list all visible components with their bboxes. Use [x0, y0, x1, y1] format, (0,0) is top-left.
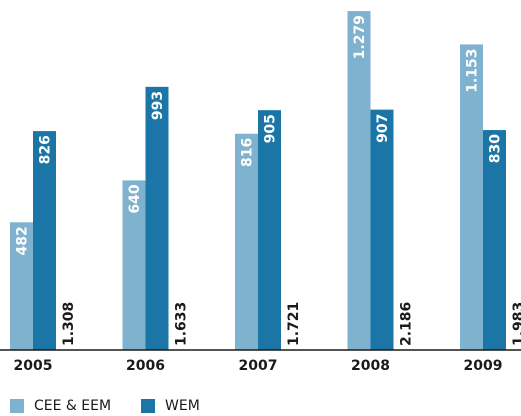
labels-group: 482 826 1.308 2005 640 993 1.633 2006 816 905 1.72…	[14, 15, 521, 374]
bar-wem-2006	[145, 86, 169, 350]
bar-cee-eem-2009	[460, 44, 483, 351]
legend-swatch-wem	[141, 399, 155, 413]
x-tick-label-2008: 2008	[351, 358, 390, 374]
bar-wem-2009	[483, 130, 506, 350]
legend-item-wem: WEM	[141, 398, 200, 414]
total-label-2009: 1.983	[511, 302, 521, 346]
bar-cee-eem-2005	[10, 222, 33, 350]
bar-value-label-wem-2009: 830	[488, 134, 504, 163]
bar-value-label-wem-2007: 905	[263, 114, 279, 143]
bar-wem-2008	[370, 109, 394, 351]
legend-label-wem: WEM	[165, 398, 200, 414]
total-label-2007: 1.721	[286, 302, 302, 346]
bar-wem-2007	[258, 110, 281, 350]
bar-cee-eem-2008	[347, 11, 371, 350]
x-tick-label-2006: 2006	[126, 358, 165, 374]
bar-value-label-cee-eem-2007: 816	[240, 138, 256, 167]
bar-value-label-cee-eem-2005: 482	[15, 226, 31, 255]
bar-value-label-wem-2005: 826	[38, 135, 54, 164]
bar-value-label-cee-eem-2008: 1.279	[352, 15, 368, 59]
total-label-2006: 1.633	[174, 302, 190, 346]
bar-cee-eem-2007	[235, 133, 258, 350]
x-tick-label-2009: 2009	[464, 358, 503, 374]
bar-value-label-cee-eem-2009: 1.153	[465, 48, 481, 92]
bar-wem-2005	[33, 131, 56, 350]
legend-swatch-cee-eem	[10, 399, 24, 413]
legend-label-cee-eem: CEE & EEM	[34, 398, 112, 414]
bar-value-label-wem-2008: 907	[375, 114, 391, 143]
total-label-2008: 2.186	[399, 302, 415, 346]
bars-group	[10, 11, 506, 351]
bar-value-label-wem-2006: 993	[150, 91, 166, 120]
total-label-2005: 1.308	[61, 302, 77, 346]
bar-cee-eem-2006	[122, 180, 146, 350]
legend-item-cee-eem: CEE & EEM	[10, 398, 111, 414]
bar-value-label-cee-eem-2006: 640	[127, 184, 143, 213]
x-tick-label-2007: 2007	[239, 358, 278, 374]
x-tick-label-2005: 2005	[14, 358, 53, 374]
